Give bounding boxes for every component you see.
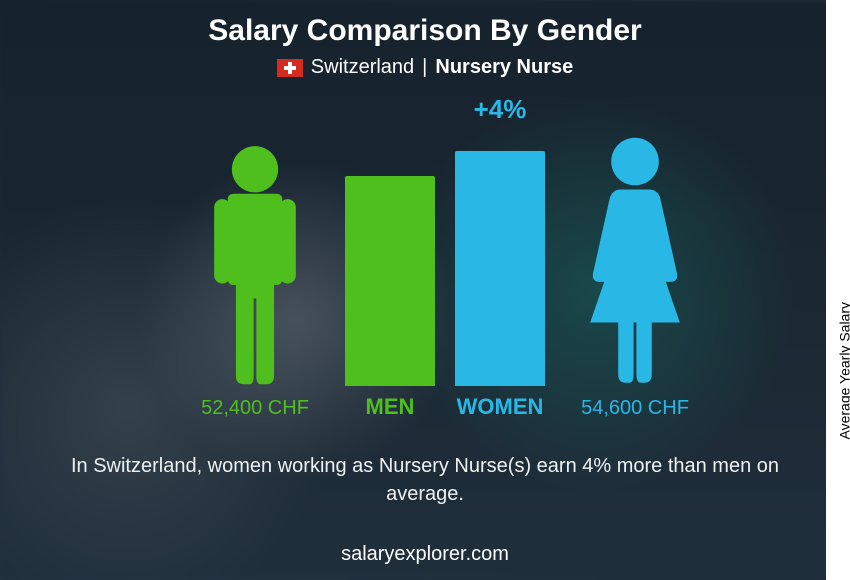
subtitle-separator: |	[422, 56, 427, 79]
men-bar-label: MEN	[366, 394, 415, 420]
men-bar	[345, 176, 435, 386]
page-title: Salary Comparison By Gender	[0, 0, 850, 48]
switzerland-flag-icon	[277, 59, 303, 77]
women-bar-column: +4% WOMEN	[450, 100, 550, 420]
infographic-content: Salary Comparison By Gender Switzerland …	[0, 0, 850, 580]
difference-pct-label: +4%	[474, 94, 527, 125]
male-person-icon	[185, 142, 325, 387]
men-figure-column: 52,400 CHF	[180, 100, 330, 420]
subtitle-job: Nursery Nurse	[435, 56, 573, 79]
men-salary-value: 52,400 CHF	[201, 397, 309, 420]
subtitle-row: Switzerland | Nursery Nurse	[0, 56, 850, 79]
men-bar-column: MEN	[340, 100, 440, 420]
footer-source: salaryexplorer.com	[0, 543, 850, 566]
summary-text: In Switzerland, women working as Nursery…	[60, 452, 790, 508]
women-salary-value: 54,600 CHF	[581, 397, 689, 420]
subtitle-country: Switzerland	[311, 56, 414, 79]
female-person-icon	[565, 132, 705, 387]
women-bar	[455, 151, 545, 386]
women-figure-column: 54,600 CHF	[560, 100, 710, 420]
women-bar-label: WOMEN	[457, 394, 544, 420]
chart-area: 52,400 CHF MEN +4% WOMEN 54,600 CHF	[110, 100, 780, 420]
